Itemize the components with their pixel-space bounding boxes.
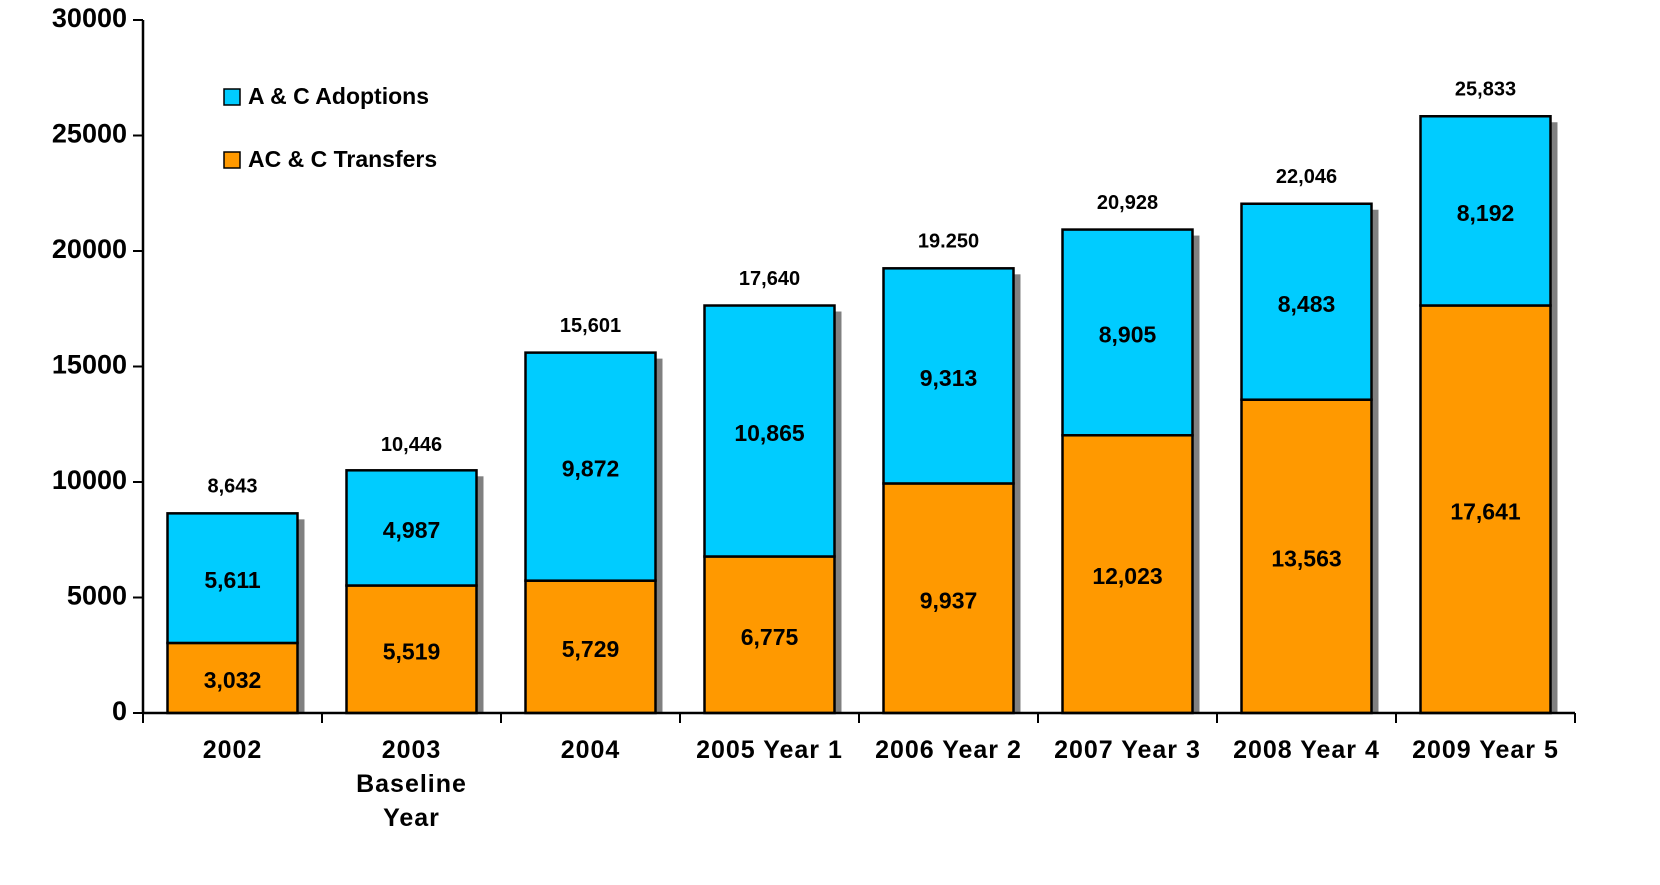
x-tick-label: 2006 Year 2: [875, 736, 1022, 764]
y-tick-label: 0: [112, 696, 127, 726]
y-tick-label: 25000: [52, 119, 127, 149]
x-tick-label: 2002: [202, 736, 263, 764]
value-label: 5,519: [383, 638, 441, 664]
bar-segment: [166, 512, 299, 645]
y-tick-label: 15000: [52, 350, 127, 380]
value-label: 12,023: [1092, 563, 1162, 589]
x-tick-label: 2004: [560, 736, 621, 764]
x-tick-label: 2009 Year 5: [1412, 736, 1559, 764]
bar-segment: [1061, 228, 1194, 437]
value-label: 5,729: [562, 636, 620, 662]
x-tick-label: 2007 Year 3: [1054, 736, 1201, 764]
total-label: 25,833: [1455, 79, 1516, 101]
total-label: 17,640: [739, 268, 800, 290]
bar-segment: [1240, 202, 1373, 401]
y-tick-label: 10000: [52, 465, 127, 495]
total-label: 22,046: [1276, 166, 1337, 188]
y-tick-label: 5000: [67, 581, 127, 611]
value-label: 17,641: [1450, 498, 1521, 524]
total-label: 15,601: [560, 315, 621, 337]
bar-segment: [1419, 115, 1552, 307]
bar-segment: [1061, 434, 1194, 715]
total-label: 8,643: [207, 476, 257, 498]
y-tick-label: 20000: [52, 234, 127, 264]
value-label: 9,872: [562, 456, 620, 482]
total-label: 10,446: [381, 434, 442, 456]
value-label: 3,032: [204, 667, 262, 693]
legend-label: A & C Adoptions: [248, 83, 429, 109]
legend-swatch: [223, 151, 241, 169]
value-label: 13,563: [1271, 545, 1341, 571]
value-label: 6,775: [741, 624, 799, 650]
x-tick-label: 2003 Baseline Year: [356, 736, 467, 832]
value-label: 5,611: [204, 567, 260, 593]
bar-segment: [882, 267, 1015, 485]
value-label: 4,987: [383, 517, 441, 543]
value-label: 8,192: [1457, 200, 1515, 226]
value-label: 9,937: [920, 587, 978, 613]
value-label: 8,483: [1278, 291, 1336, 317]
total-label: 20,928: [1097, 192, 1158, 214]
legend-label: AC & C Transfers: [248, 146, 437, 172]
x-tick-label: 2008 Year 4: [1233, 736, 1380, 764]
bar-segment: [345, 584, 478, 715]
bar-segment: [703, 304, 836, 558]
x-tick-label: 2005 Year 1: [696, 736, 843, 764]
value-label: 9,313: [920, 365, 978, 391]
bar-segment: [345, 469, 478, 587]
legend-swatch: [223, 88, 241, 106]
value-label: 8,905: [1099, 321, 1157, 347]
total-label: 19.250: [918, 231, 979, 253]
value-label: 10,865: [734, 420, 805, 446]
bar-segment: [524, 351, 657, 582]
y-tick-label: 30000: [52, 3, 127, 33]
